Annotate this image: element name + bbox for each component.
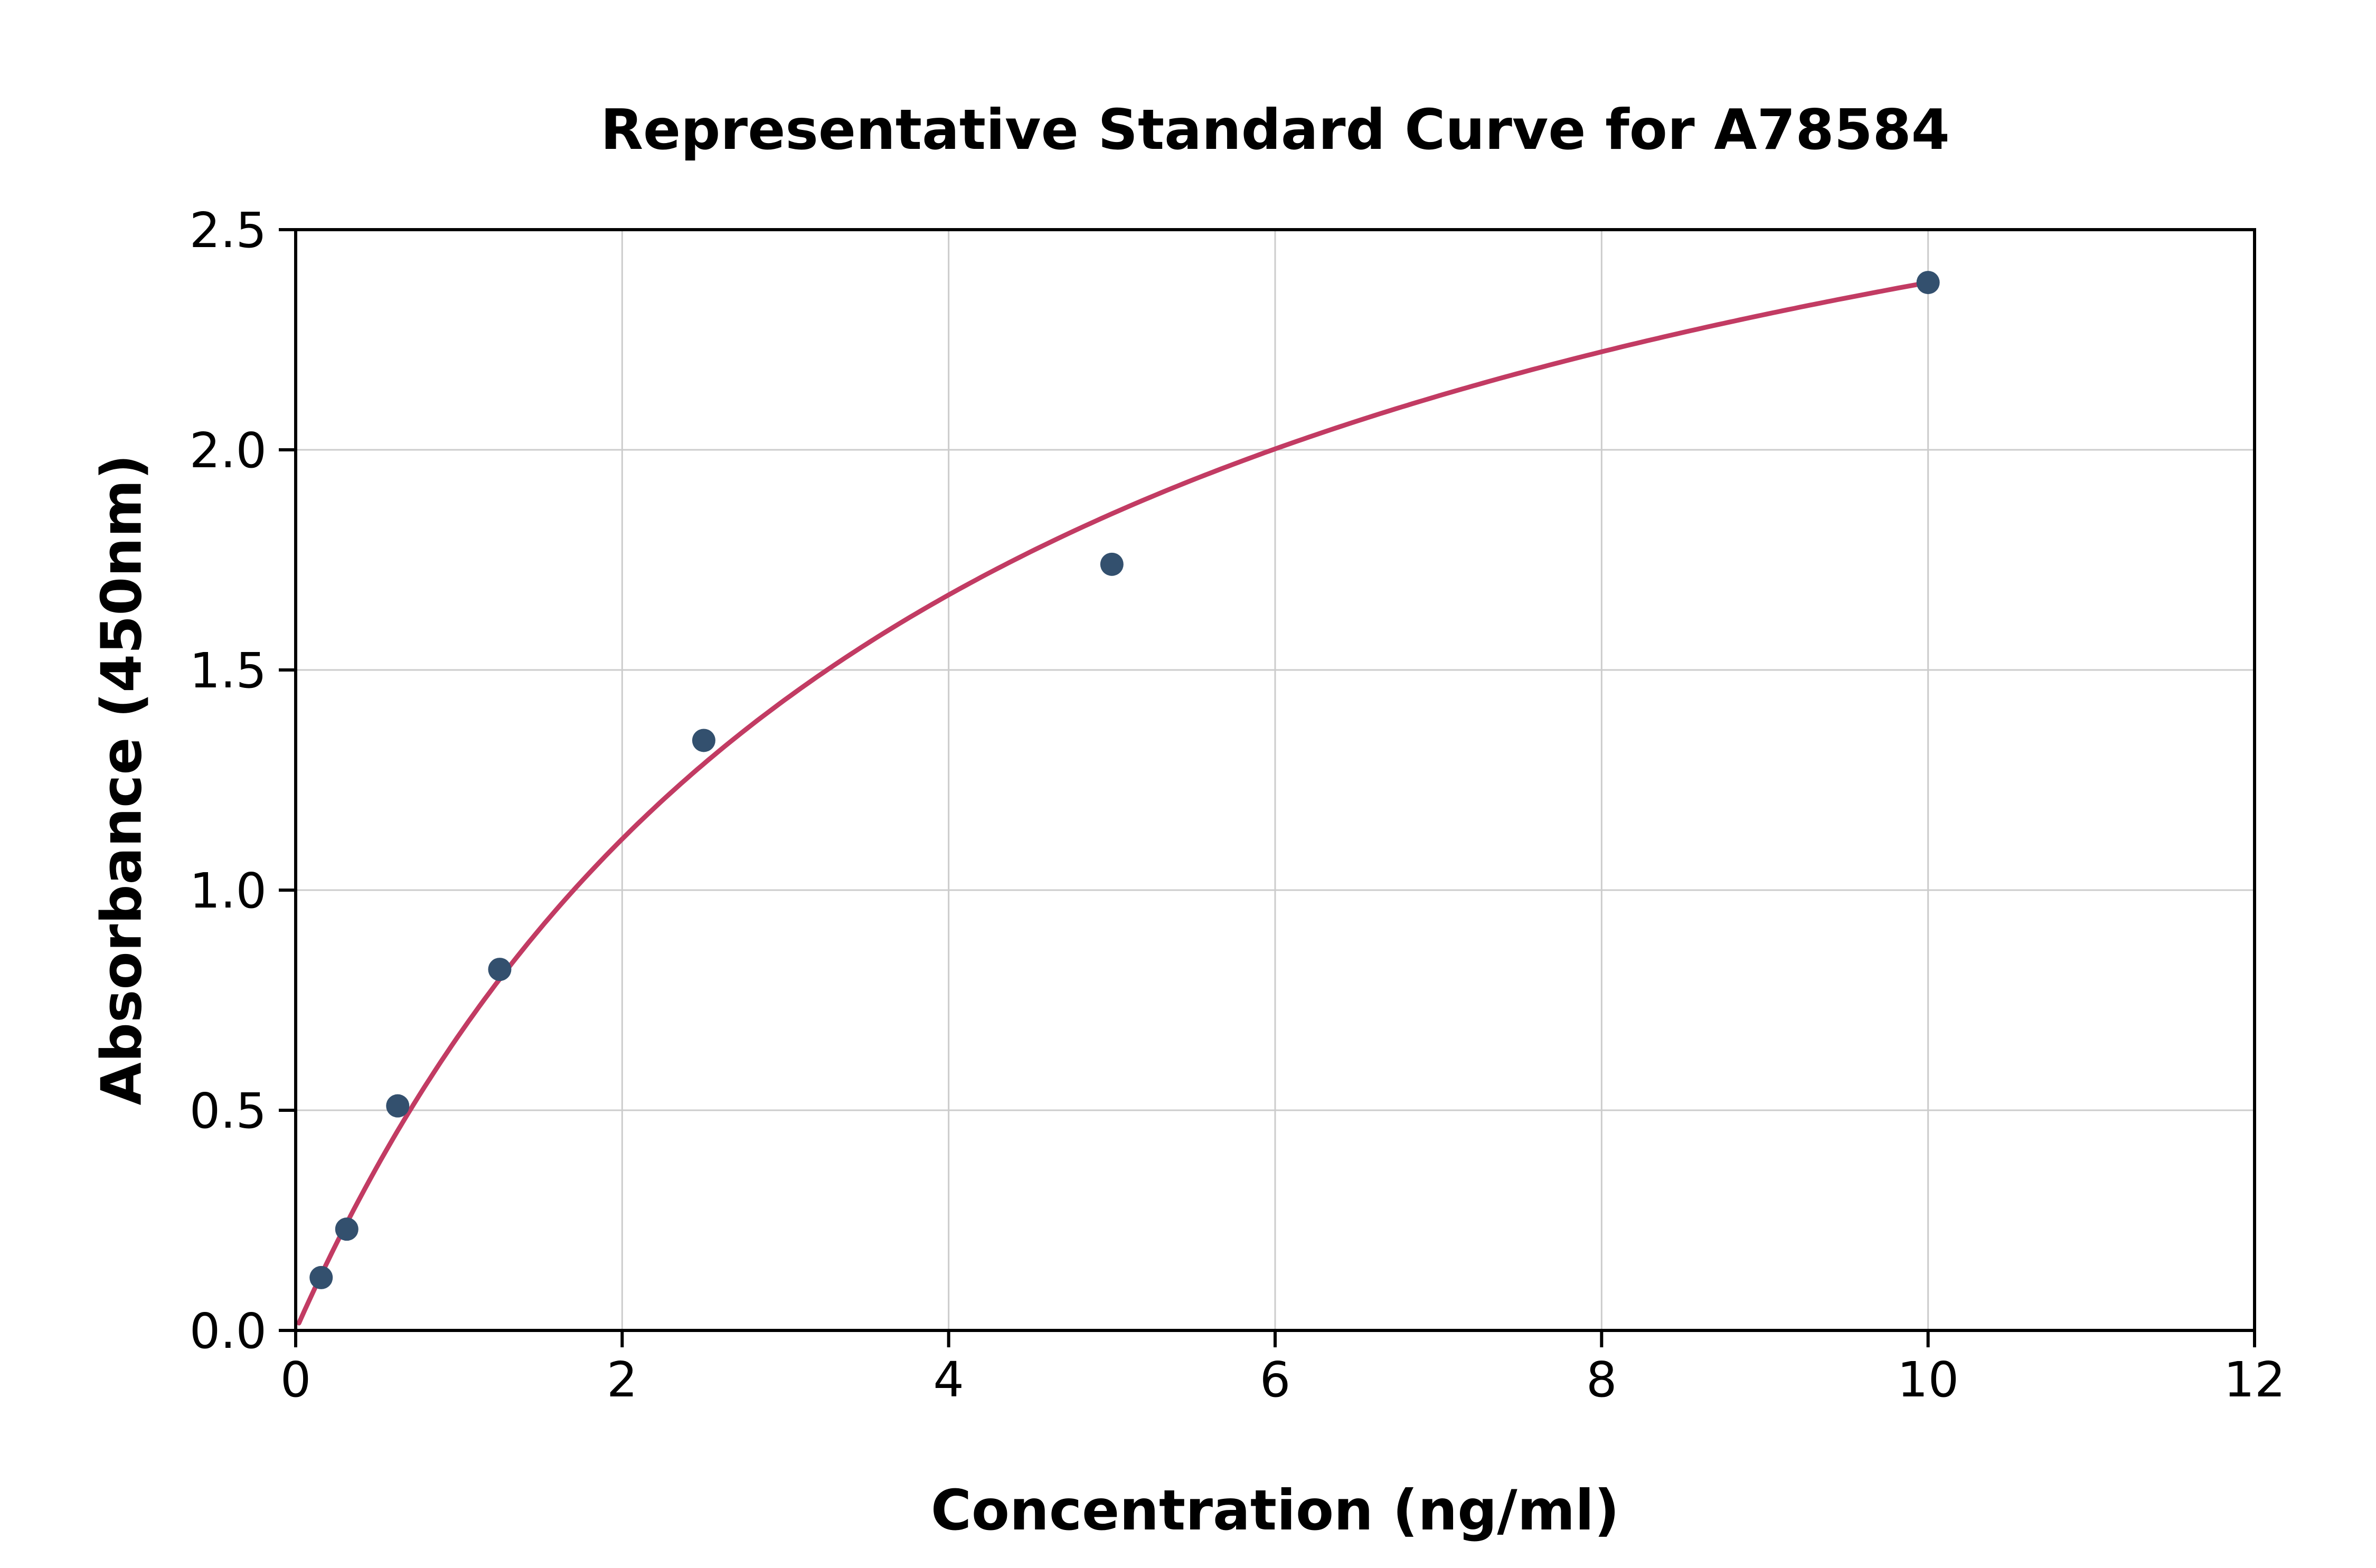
x-tick-label: 2: [607, 1352, 638, 1408]
data-point: [488, 958, 512, 981]
data-point: [386, 1094, 410, 1118]
data-point: [335, 1217, 359, 1241]
x-tick-label: 10: [1897, 1352, 1959, 1408]
fit-curve: [296, 278, 1939, 1326]
y-tick-label: 0.5: [190, 1083, 267, 1139]
x-axis-label: Concentration (ng/ml): [930, 1478, 1620, 1543]
x-tick-label: 6: [1260, 1352, 1291, 1408]
chart-title: Representative Standard Curve for A78584: [600, 98, 1950, 162]
x-tick-label: 12: [2223, 1352, 2285, 1408]
x-tick-label: 8: [1586, 1352, 1617, 1408]
x-tick-label: 0: [280, 1352, 312, 1408]
y-tick-label: 2.5: [190, 202, 267, 259]
data-point: [1916, 271, 1940, 295]
data-point: [692, 729, 715, 752]
x-tick-label: 4: [933, 1352, 964, 1408]
y-tick-label: 1.0: [190, 863, 267, 919]
data-point: [1100, 552, 1124, 576]
data-point: [309, 1265, 333, 1289]
y-tick-label: 2.0: [190, 422, 267, 479]
y-tick-label: 0.0: [190, 1303, 267, 1359]
y-tick-label: 1.5: [190, 643, 267, 699]
